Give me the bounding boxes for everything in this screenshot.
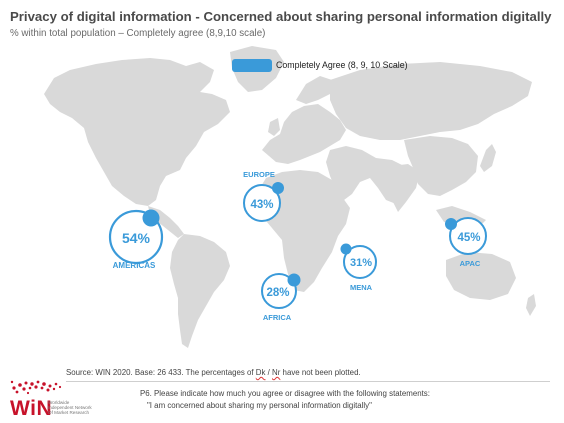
source-sep: / xyxy=(265,368,273,377)
region-bubble-americas: 54% AMERICAS xyxy=(108,209,164,270)
chart-title: Privacy of digital information - Concern… xyxy=(10,9,552,24)
new-zealand-shape xyxy=(526,294,536,316)
source-text-start: Source: WIN 2020. Base: 26 433. The perc… xyxy=(66,368,256,377)
legend-swatch xyxy=(232,58,272,72)
region-name-mena: MENA xyxy=(350,283,373,292)
north-america-shape xyxy=(44,58,230,206)
region-name-americas: AMERICAS xyxy=(113,261,156,270)
region-value-africa: 28% xyxy=(266,287,289,299)
region-value-americas: 54% xyxy=(122,230,151,246)
region-ring-africa xyxy=(261,273,297,309)
region-ring-mena xyxy=(343,245,377,279)
region-value-mena: 31% xyxy=(350,257,372,269)
logo-tag-line-3: Of Market Research xyxy=(48,410,90,415)
win-logo-tagline: Worldwide Independent Network Of Market … xyxy=(48,400,108,415)
region-ring-apac xyxy=(449,217,487,255)
region-bubble-europe: 43% EUROPE xyxy=(243,170,284,222)
india-shape xyxy=(388,164,420,212)
logo-tag-line-2: Independent Network xyxy=(48,405,92,410)
region-value-europe: 43% xyxy=(250,199,273,211)
region-name-apac: APAC xyxy=(460,259,481,268)
chart-legend: Completely Agree (8, 9, 10 Scale) xyxy=(232,58,408,72)
uk-shape xyxy=(268,118,280,136)
scandinavia-shape xyxy=(296,76,332,104)
region-ring-europe xyxy=(243,184,281,222)
win-logo-wordmark: WiN xyxy=(10,397,53,420)
south-america-shape xyxy=(170,234,230,348)
region-marker-americas xyxy=(142,209,160,227)
footer-divider xyxy=(66,381,550,382)
region-name-europe: EUROPE xyxy=(243,170,275,179)
region-bubble-africa: 28% AFRICA xyxy=(261,273,301,322)
chart-subtitle: % within total population – Completely a… xyxy=(10,28,266,39)
australia-shape xyxy=(446,252,516,300)
source-text-end: have not been plotted. xyxy=(280,368,361,377)
question-text: P6. Please indicate how much you agree o… xyxy=(140,389,430,398)
region-name-africa: AFRICA xyxy=(263,313,292,322)
logo-tag-line-1: Worldwide xyxy=(48,400,70,405)
source-nr: Nr xyxy=(272,368,281,377)
region-bubble-mena: 31% MENA xyxy=(340,243,377,292)
region-marker-mena xyxy=(340,243,352,255)
north-asia-shape xyxy=(330,62,532,140)
region-value-apac: 45% xyxy=(457,232,480,244)
east-asia-shape xyxy=(404,136,478,196)
source-note: Source: WIN 2020. Base: 26 433. The perc… xyxy=(66,368,361,377)
japan-shape xyxy=(480,144,496,172)
source-dk: Dk xyxy=(255,368,266,377)
region-marker-apac xyxy=(445,218,457,230)
region-bubble-apac: 45% APAC xyxy=(445,217,487,268)
region-marker-africa xyxy=(287,273,301,287)
region-marker-europe xyxy=(272,182,284,194)
win-logo-graphic xyxy=(10,380,62,395)
legend-label: Completely Agree (8, 9, 10 Scale) xyxy=(276,60,408,70)
question-statement: "I am concerned about sharing my persona… xyxy=(147,401,372,410)
europe-shape xyxy=(262,104,346,164)
africa-shape xyxy=(258,170,350,292)
